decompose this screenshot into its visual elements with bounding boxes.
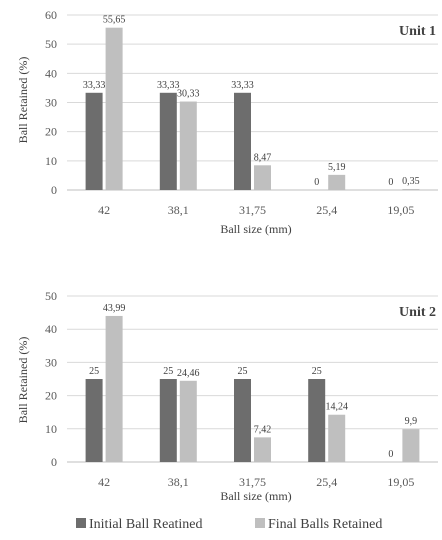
bar-final	[328, 174, 346, 190]
bar-final	[105, 27, 123, 190]
y-tick-label: 20	[45, 389, 57, 403]
data-label: 0	[388, 449, 393, 460]
bar-final	[402, 188, 420, 190]
data-label: 5,19	[328, 162, 346, 173]
y-tick-label: 50	[45, 37, 57, 51]
x-axis-title: Ball size (mm)	[220, 222, 291, 236]
y-tick-label: 30	[45, 96, 57, 110]
x-tick-label: 31,75	[239, 475, 266, 489]
data-label: 0,35	[402, 176, 420, 187]
data-label: 0	[388, 177, 393, 188]
y-axis-title: Ball Retained (%)	[16, 57, 30, 144]
x-tick-label: 19,05	[387, 475, 414, 489]
x-tick-label: 31,75	[239, 203, 266, 217]
data-label: 7,42	[254, 424, 272, 435]
x-tick-label: 42	[98, 203, 110, 217]
chart-unit-2: Unit 2 Ball size (mm) Ball Retained (%) …	[16, 289, 438, 503]
bar-final	[402, 429, 420, 462]
data-label: 30,33	[177, 89, 200, 100]
bar-initial	[308, 379, 326, 462]
y-tick-label: 30	[45, 355, 57, 369]
bar-final	[179, 101, 197, 190]
y-tick-label: 0	[51, 455, 57, 469]
bar-initial	[85, 92, 103, 190]
data-label: 25	[89, 366, 99, 377]
bar-final	[254, 437, 271, 462]
y-axis-title: Ball Retained (%)	[16, 337, 30, 424]
legend-swatch-initial	[76, 518, 86, 528]
y-tick-label: 50	[45, 289, 57, 303]
chart-annotation: Unit 2	[399, 305, 436, 320]
y-tick-label: 40	[45, 66, 57, 80]
bar-final	[179, 380, 197, 462]
data-label: 8,47	[254, 152, 272, 163]
data-label: 55,65	[103, 15, 126, 26]
data-label: 43,99	[103, 303, 126, 314]
y-tick-label: 60	[45, 8, 57, 22]
y-tick-label: 10	[45, 154, 57, 168]
x-tick-label: 38,1	[168, 475, 189, 489]
bar-initial	[234, 379, 251, 462]
chart-annotation: Unit 1	[399, 24, 436, 39]
chart-unit-1: Unit 1 Ball size (mm) Ball Retained (%) …	[16, 8, 438, 236]
legend-label-initial: Initial Ball Reatined	[89, 517, 203, 532]
x-tick-label: 19,05	[387, 203, 414, 217]
y-tick-label: 20	[45, 125, 57, 139]
y-tick-label: 10	[45, 422, 57, 436]
bar-initial	[159, 379, 177, 462]
bar-final	[105, 315, 123, 462]
bar-initial	[159, 92, 177, 190]
legend-label-final: Final Balls Retained	[268, 517, 382, 532]
data-label: 14,24	[325, 402, 348, 413]
data-label: 33,33	[157, 80, 180, 91]
data-label: 24,46	[177, 368, 200, 379]
bar-initial	[234, 92, 251, 190]
legend: Initial Ball Reatined Final Balls Retain…	[76, 517, 382, 532]
bar-final	[328, 414, 346, 462]
data-label: 33,33	[83, 80, 106, 91]
data-label: 0	[314, 177, 319, 188]
x-axis-title: Ball size (mm)	[220, 489, 291, 503]
x-tick-label: 38,1	[168, 203, 189, 217]
data-label: 9,9	[405, 416, 418, 427]
bar-final	[254, 165, 271, 190]
data-label: 33,33	[231, 80, 254, 91]
bar-initial	[85, 379, 103, 462]
x-tick-label: 25,4	[316, 203, 337, 217]
y-tick-label: 0	[51, 183, 57, 197]
legend-swatch-final	[255, 518, 265, 528]
data-label: 25	[163, 366, 173, 377]
data-label: 25	[312, 366, 322, 377]
data-label: 25	[238, 366, 248, 377]
x-tick-label: 25,4	[316, 475, 337, 489]
y-tick-label: 40	[45, 322, 57, 336]
x-tick-label: 42	[98, 475, 110, 489]
